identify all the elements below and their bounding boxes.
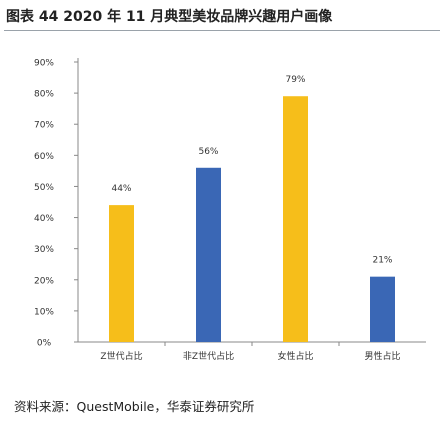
- bar: [196, 167, 221, 342]
- x-tick-label: 男性占比: [364, 350, 400, 362]
- figure-title: 图表 44 2020 年 11 月典型美妆品牌兴趣用户画像: [6, 9, 333, 25]
- y-tick-label: 90%: [34, 59, 54, 69]
- x-tick-label: 非Z世代占比: [183, 350, 234, 362]
- bar: [109, 205, 134, 342]
- x-tick-label: 女性占比: [277, 350, 313, 362]
- y-tick-label: 70%: [34, 121, 54, 131]
- y-tick-label: 30%: [34, 245, 54, 255]
- chart-area: 0% 10% 20% 30% 40% 50% 60% 70% 80% 90% 44% Z世代占比 56%…: [0, 38, 448, 388]
- y-tick-label: 10%: [34, 307, 54, 317]
- data-label: 79%: [285, 75, 305, 85]
- y-tick-label: 20%: [34, 276, 54, 286]
- data-label: 21%: [372, 256, 392, 266]
- bar: [370, 276, 395, 342]
- y-tick-label: 0%: [37, 339, 52, 349]
- title-divider: [4, 30, 440, 31]
- y-tick-label: 60%: [34, 152, 54, 162]
- source-note: 资料来源：QuestMobile，华泰证券研究所: [14, 399, 255, 414]
- bar: [283, 96, 308, 342]
- x-tick-label: Z世代占比: [100, 350, 142, 362]
- bar-chart: 0% 10% 20% 30% 40% 50% 60% 70% 80% 90% 44% Z世代占比 56%…: [34, 58, 426, 362]
- y-tick-label: 80%: [34, 90, 54, 100]
- y-tick-label: 40%: [34, 214, 54, 224]
- data-label: 44%: [111, 184, 131, 194]
- data-label: 56%: [198, 147, 218, 157]
- y-tick-label: 50%: [34, 183, 54, 193]
